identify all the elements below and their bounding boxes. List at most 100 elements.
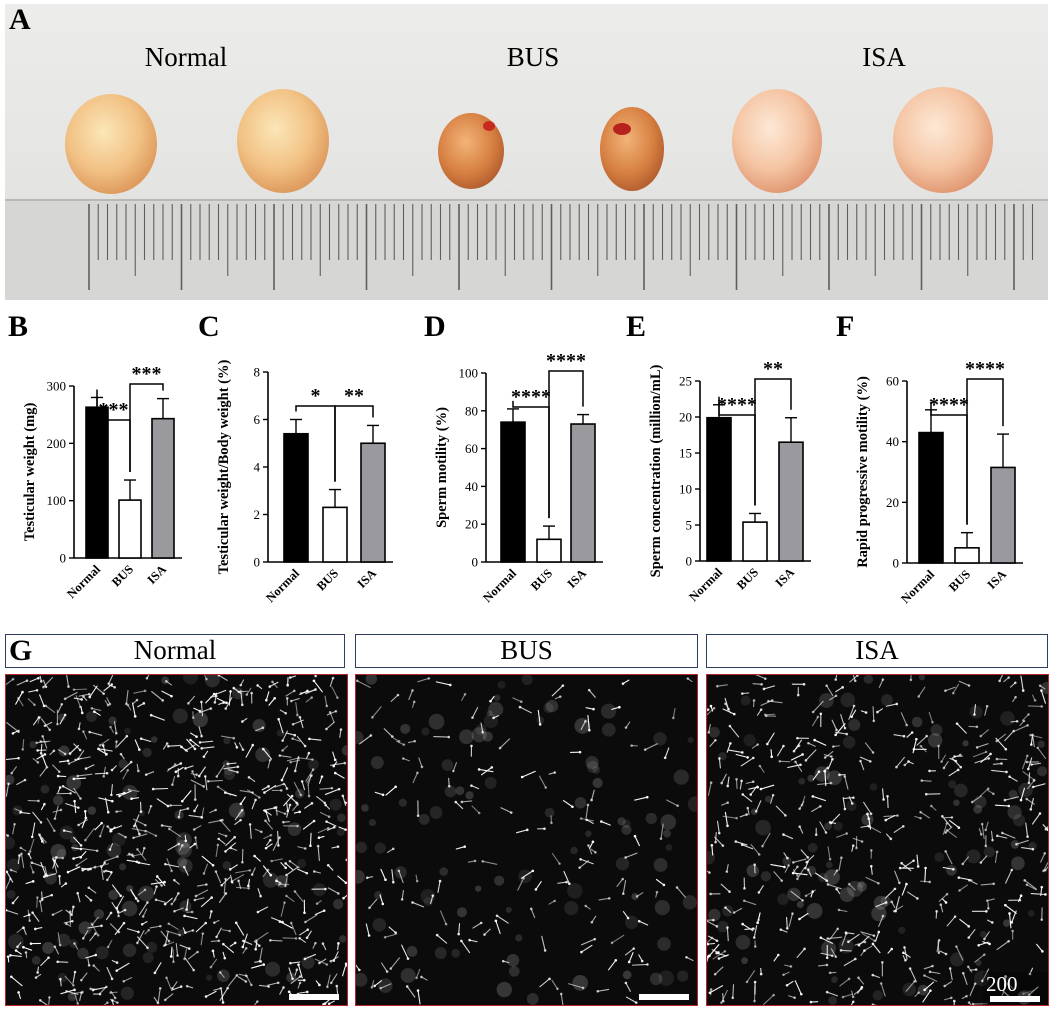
micrograph-isa: 200 μm bbox=[706, 674, 1049, 1006]
chart-testicular-weight: 0 100 200 300 Testicular weight (mg) Normal BU… bbox=[22, 363, 182, 601]
scale-bar bbox=[289, 994, 339, 1000]
significance-bracket bbox=[334, 405, 374, 482]
x-tick-label: Normal bbox=[898, 567, 937, 606]
bar-isa bbox=[151, 417, 175, 559]
x-tick-label: Normal bbox=[263, 566, 302, 605]
y-tick-label: 15 bbox=[679, 446, 692, 461]
significance-label: **** bbox=[965, 358, 1005, 380]
y-tick-label: 60 bbox=[886, 374, 899, 389]
panel-letter-b: B bbox=[8, 310, 29, 343]
testis-normal-2 bbox=[237, 89, 329, 193]
y-tick-label: 25 bbox=[679, 374, 692, 389]
significance-label: **** bbox=[511, 386, 551, 408]
y-tick-label: 5 bbox=[686, 518, 693, 533]
x-tick-label: ISA bbox=[984, 567, 1009, 592]
x-tick-label: BUS bbox=[734, 565, 761, 592]
micro-header-isa: ISA bbox=[706, 634, 1048, 668]
x-tick-label: ISA bbox=[354, 566, 379, 591]
bar-isa bbox=[570, 423, 596, 563]
bar-bus bbox=[322, 506, 348, 563]
bar-bus bbox=[118, 499, 142, 559]
significance-label: ** bbox=[344, 385, 364, 407]
chart-testicular-body-weight-ratio: 0 2 4 6 8 Testicular weight/Body weight (%) No… bbox=[216, 359, 393, 605]
x-tick-label: BUS bbox=[109, 562, 136, 589]
y-tick-label: 8 bbox=[254, 365, 261, 380]
x-tick-label: BUS bbox=[314, 566, 341, 593]
y-axis-label: Rapid progressive motility (%) bbox=[855, 376, 871, 568]
y-axis-label: Sperm motility (%) bbox=[434, 407, 450, 528]
micro-header-bus: BUS bbox=[355, 634, 698, 668]
significance-label: * bbox=[311, 385, 321, 407]
panel-letter-g: G bbox=[9, 634, 33, 667]
y-tick-label: 6 bbox=[254, 412, 261, 427]
significance-bracket bbox=[129, 383, 164, 473]
testis-isa-1 bbox=[732, 89, 822, 193]
micro-header-normal: Normal bbox=[5, 634, 345, 668]
y-tick-label: 0 bbox=[254, 555, 261, 570]
bar-bus bbox=[742, 521, 768, 562]
y-axis-label: Testicular weight/Body weight (%) bbox=[216, 359, 232, 574]
y-tick-label: 0 bbox=[893, 556, 900, 571]
testis-normal-1 bbox=[65, 94, 157, 194]
y-tick-label: 80 bbox=[465, 403, 478, 418]
significance-label: *** bbox=[132, 363, 162, 385]
y-tick-label: 0 bbox=[472, 555, 479, 570]
ruler bbox=[88, 204, 1034, 290]
y-tick-label: 20 bbox=[679, 410, 692, 425]
y-tick-label: 40 bbox=[465, 479, 478, 494]
x-tick-label: ISA bbox=[144, 562, 169, 587]
significance-bracket bbox=[548, 370, 584, 519]
bar-normal bbox=[85, 406, 109, 559]
y-axis-label: Testicular weight (mg) bbox=[22, 403, 38, 542]
testes-photo: Normal BUS ISA bbox=[5, 4, 1048, 300]
x-tick-label: Normal bbox=[64, 562, 103, 601]
x-tick-label: Normal bbox=[686, 565, 725, 604]
micrograph-normal bbox=[5, 674, 348, 1006]
bar-normal bbox=[918, 431, 944, 564]
chart-sperm-concentration: 0 5 10 15 20 25 Sperm concentration (million/m… bbox=[648, 358, 811, 604]
bar-normal bbox=[706, 416, 732, 562]
y-tick-label: 0 bbox=[686, 554, 693, 569]
chart-sperm-motility: 0 20 40 60 80 100 Sperm motility (%) Normal BUS I… bbox=[434, 350, 603, 605]
x-tick-label: BUS bbox=[528, 566, 555, 593]
y-tick-label: 100 bbox=[47, 493, 67, 508]
y-tick-label: 20 bbox=[465, 517, 478, 532]
photo-label-isa: ISA bbox=[862, 42, 906, 72]
bar-normal bbox=[283, 432, 309, 563]
bar-bus bbox=[536, 538, 562, 563]
x-tick-label: ISA bbox=[772, 565, 797, 590]
panel-letter-d: D bbox=[424, 310, 446, 343]
photo-label-bus: BUS bbox=[507, 42, 560, 72]
x-tick-label: ISA bbox=[564, 566, 589, 591]
panel-letter-e: E bbox=[626, 310, 647, 343]
x-tick-label: BUS bbox=[946, 567, 973, 594]
significance-label: *** bbox=[99, 399, 129, 421]
chart-rapid-progressive-motility: 0 20 40 60 Rapid progressive motility (%) Nor… bbox=[855, 358, 1023, 606]
y-tick-label: 200 bbox=[47, 436, 67, 451]
y-tick-label: 100 bbox=[459, 366, 479, 381]
y-tick-label: 300 bbox=[47, 379, 67, 394]
panel-letter-f: F bbox=[836, 310, 855, 343]
significance-label: ** bbox=[763, 358, 783, 380]
scale-bar bbox=[990, 996, 1040, 1002]
y-tick-label: 0 bbox=[60, 551, 67, 566]
bar-isa bbox=[778, 441, 804, 562]
significance-label: **** bbox=[717, 394, 757, 416]
micrograph-bus bbox=[355, 674, 698, 1006]
testis-isa-2 bbox=[893, 87, 993, 193]
panel-letter-c: C bbox=[198, 310, 220, 343]
significance-bracket bbox=[754, 378, 792, 506]
y-tick-label: 10 bbox=[679, 482, 692, 497]
y-axis-label: Sperm concentration (million/mL) bbox=[648, 365, 664, 578]
significance-label: **** bbox=[546, 350, 586, 372]
bar-isa bbox=[990, 466, 1016, 564]
y-tick-label: 60 bbox=[465, 441, 478, 456]
panel-letter-a: A bbox=[9, 3, 31, 36]
significance-label: **** bbox=[929, 394, 969, 416]
y-tick-label: 2 bbox=[254, 507, 261, 522]
testis-bus-1 bbox=[438, 113, 504, 189]
y-tick-label: 20 bbox=[886, 495, 899, 510]
x-tick-label: Normal bbox=[480, 566, 519, 605]
y-tick-label: 4 bbox=[254, 460, 261, 475]
bar-bus bbox=[954, 547, 980, 564]
